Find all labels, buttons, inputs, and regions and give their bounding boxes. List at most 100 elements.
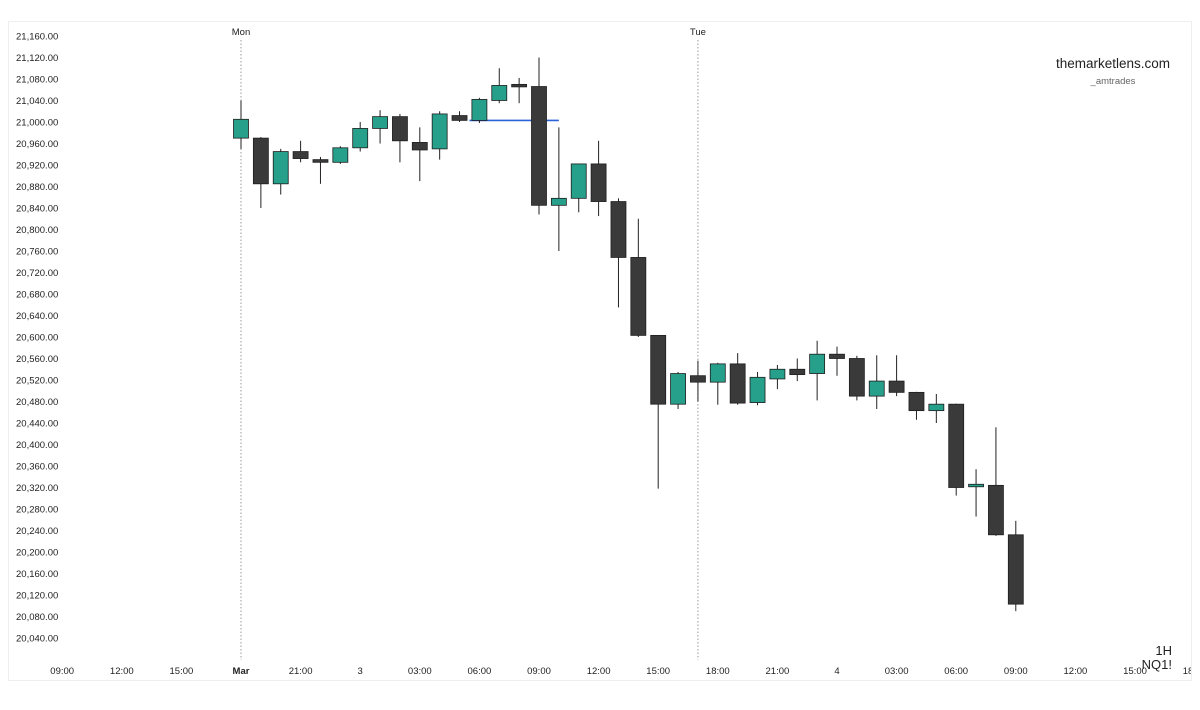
y-axis: 21,160.00 21,120.00 21,080.00 21,040.00 21,0…	[16, 32, 58, 645]
y-tick-label: 20,920.00	[16, 161, 58, 172]
candle	[590, 140, 607, 217]
candle	[829, 346, 845, 376]
candle	[332, 146, 349, 164]
x-tick-label: 21:00	[766, 666, 790, 677]
candle-body-down	[729, 363, 746, 404]
y-tick-label: 20,760.00	[16, 247, 58, 258]
symbol-label: NQ1!	[1141, 657, 1172, 672]
candle	[868, 355, 885, 410]
candle	[610, 198, 627, 308]
x-tick-label: 18:00	[1183, 666, 1191, 677]
y-tick-label: 20,040.00	[16, 634, 58, 645]
candle-body-down	[610, 201, 627, 258]
candle-body-down	[292, 151, 309, 159]
x-tick-label: 03:00	[408, 666, 432, 677]
candles	[233, 57, 1024, 612]
y-tick-label: 21,160.00	[16, 32, 58, 43]
session-label: Tue	[690, 27, 706, 38]
candle	[848, 355, 865, 401]
candle	[709, 362, 726, 405]
candle-body-down	[789, 368, 806, 376]
candle	[252, 137, 269, 208]
y-tick-label: 20,480.00	[16, 397, 58, 408]
candle-body-down	[888, 380, 905, 393]
chart-frame: 21,160.00 21,120.00 21,080.00 21,040.00 21,0…	[8, 21, 1192, 681]
y-tick-label: 20,880.00	[16, 182, 58, 193]
candle	[888, 355, 905, 397]
x-tick-label: 21:00	[289, 666, 313, 677]
brand-handle: _amtrades	[1090, 76, 1136, 87]
x-tick-label: 12:00	[110, 666, 134, 677]
x-tick-label: 09:00	[1004, 666, 1028, 677]
candle-body-up	[352, 128, 369, 149]
candle	[511, 77, 528, 104]
y-tick-label: 20,080.00	[16, 612, 58, 623]
candle	[431, 111, 448, 160]
candle-body-down	[392, 116, 408, 142]
candle	[630, 218, 647, 337]
candle	[372, 110, 388, 144]
candle-body-up	[570, 163, 587, 199]
candle-body-up	[968, 483, 984, 488]
x-tick-label: 4	[834, 666, 839, 677]
y-tick-label: 20,640.00	[16, 311, 58, 322]
candle	[392, 113, 408, 163]
candle-body-up	[928, 403, 945, 412]
candle	[272, 148, 289, 195]
candlestick-chart[interactable]: 21,160.00 21,120.00 21,080.00 21,040.00 21,0…	[9, 22, 1191, 680]
candle	[292, 140, 309, 163]
x-axis: 09:00 12:00 15:00 Mar 21:00 3 03:00 06:00 09:00 1…	[50, 666, 1191, 677]
candle	[769, 364, 786, 390]
candle	[471, 97, 488, 124]
x-tick-label: 06:00	[944, 666, 968, 677]
candle-body-down	[312, 159, 329, 163]
candle	[988, 427, 1004, 536]
candle-body-up	[868, 380, 885, 397]
candle-body-down	[590, 163, 607, 202]
x-tick-label: Mar	[233, 666, 250, 677]
candle-body-down	[531, 86, 547, 206]
y-tick-label: 20,360.00	[16, 462, 58, 473]
x-tick-label: 15:00	[646, 666, 670, 677]
candle	[789, 358, 806, 382]
y-tick-label: 20,800.00	[16, 225, 58, 236]
session-separators: Mon Tue	[232, 27, 706, 660]
candle	[451, 111, 468, 122]
y-tick-label: 20,240.00	[16, 526, 58, 537]
y-tick-label: 20,600.00	[16, 333, 58, 344]
x-tick-label: 03:00	[885, 666, 909, 677]
candle-body-down	[252, 137, 269, 185]
x-tick-label: 12:00	[1064, 666, 1088, 677]
y-tick-label: 20,120.00	[16, 591, 58, 602]
candle-body-up	[749, 376, 766, 403]
candle-body-up	[709, 363, 726, 383]
x-tick-label: 18:00	[706, 666, 730, 677]
candle	[570, 163, 587, 213]
candle	[968, 469, 984, 517]
y-tick-label: 21,120.00	[16, 53, 58, 64]
candle	[690, 360, 706, 402]
candle-body-down	[848, 358, 865, 397]
symbol-legend: 1H NQ1!	[1142, 644, 1172, 672]
y-tick-label: 21,000.00	[16, 118, 58, 129]
y-tick-label: 20,320.00	[16, 483, 58, 494]
candle	[948, 403, 965, 496]
candle	[1007, 520, 1024, 612]
candle-body-up	[809, 353, 826, 374]
y-tick-label: 20,200.00	[16, 548, 58, 559]
candle	[352, 122, 369, 152]
candle-body-up	[670, 373, 686, 405]
candle-body-up	[332, 147, 349, 163]
candle-body-down	[829, 353, 845, 359]
candle	[670, 371, 686, 410]
y-tick-label: 21,040.00	[16, 96, 58, 107]
x-tick-label: 15:00	[1123, 666, 1147, 677]
candle-body-up	[272, 151, 289, 185]
y-tick-label: 20,680.00	[16, 290, 58, 301]
y-tick-label: 20,840.00	[16, 204, 58, 215]
session-label: Mon	[232, 27, 250, 38]
y-tick-label: 20,560.00	[16, 354, 58, 365]
y-tick-label: 20,400.00	[16, 440, 58, 451]
timeframe-label: 1H	[1155, 643, 1172, 658]
brand-watermark: themarketlens.com _amtrades	[1056, 56, 1170, 87]
